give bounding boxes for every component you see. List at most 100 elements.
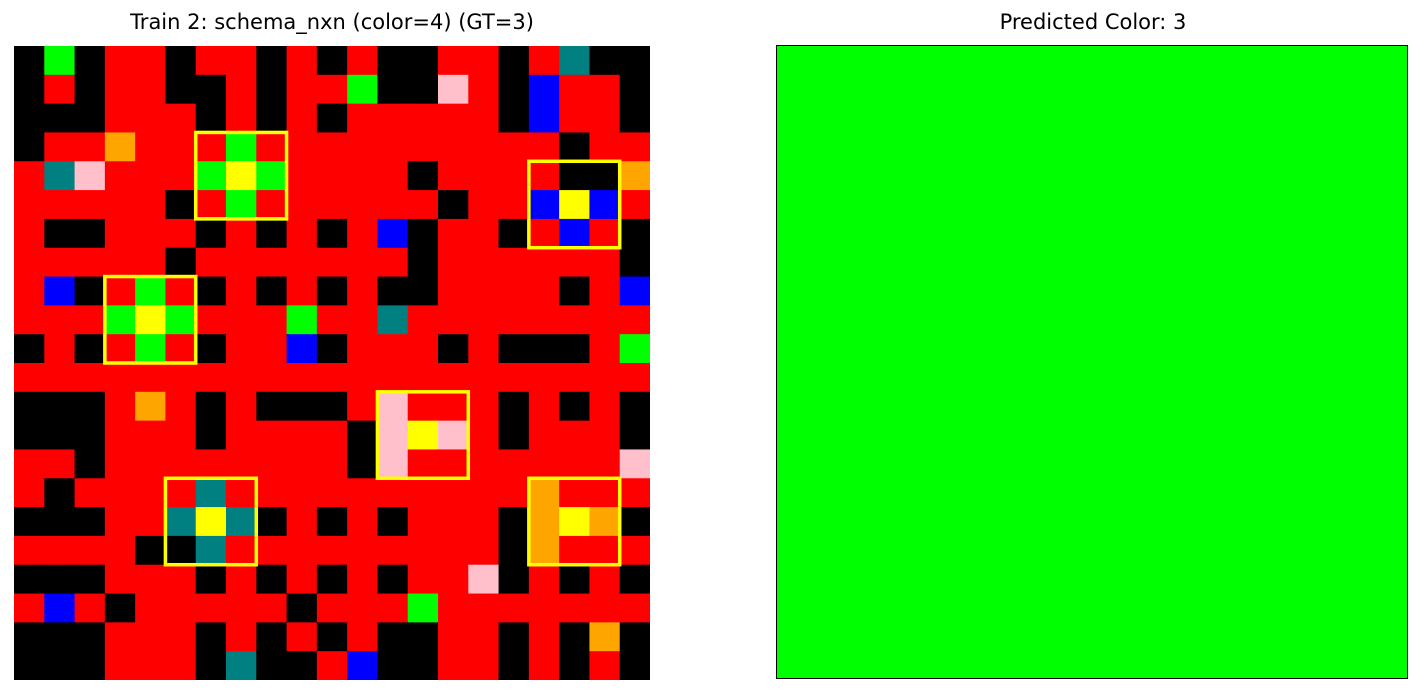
grid-cell bbox=[74, 132, 106, 162]
grid-cell bbox=[316, 391, 348, 422]
grid-cell bbox=[407, 478, 439, 508]
grid-cell bbox=[347, 593, 379, 623]
grid-cell bbox=[347, 305, 379, 335]
grid-cell bbox=[498, 247, 530, 278]
grid-cell bbox=[559, 247, 591, 278]
grid-cell bbox=[438, 449, 469, 479]
grid-cell bbox=[44, 622, 76, 652]
grid-cell bbox=[165, 593, 197, 623]
input-grid bbox=[14, 46, 650, 680]
grid-cell bbox=[104, 132, 136, 162]
grid-cell bbox=[195, 46, 227, 76]
grid-cell bbox=[589, 46, 621, 76]
grid-cell bbox=[468, 247, 500, 278]
grid-cell bbox=[286, 247, 318, 278]
grid-cell bbox=[468, 161, 500, 191]
grid-cell bbox=[316, 535, 348, 566]
grid-cell bbox=[104, 276, 136, 306]
grid-cell bbox=[619, 363, 650, 393]
grid-cell bbox=[438, 363, 469, 393]
grid-cell bbox=[195, 593, 227, 623]
grid-cell bbox=[498, 74, 530, 105]
grid-cell bbox=[104, 305, 136, 335]
pattern-highlight-box bbox=[527, 476, 622, 567]
grid-cell bbox=[135, 276, 167, 306]
grid-cell bbox=[14, 161, 45, 191]
grid-cell bbox=[286, 651, 318, 680]
grid-cell bbox=[74, 161, 106, 191]
grid-cell bbox=[74, 74, 106, 105]
grid-cell bbox=[347, 103, 379, 134]
grid-cell bbox=[135, 478, 167, 508]
grid-cell bbox=[468, 363, 500, 393]
grid-cell bbox=[286, 564, 318, 595]
grid-cell bbox=[528, 334, 560, 364]
grid-cell bbox=[528, 391, 560, 422]
grid-cell bbox=[528, 651, 560, 680]
grid-cell bbox=[316, 651, 348, 680]
grid-cell bbox=[195, 449, 227, 479]
grid-cell bbox=[74, 103, 106, 134]
grid-cell bbox=[407, 103, 439, 134]
grid-cell bbox=[286, 74, 318, 105]
grid-cell bbox=[316, 363, 348, 393]
grid-cell bbox=[377, 334, 409, 364]
grid-cell bbox=[438, 305, 469, 335]
grid-cell bbox=[74, 622, 106, 652]
grid-cell bbox=[377, 190, 409, 220]
pattern-highlight-box bbox=[375, 390, 471, 481]
grid-cell bbox=[498, 334, 530, 364]
grid-cell bbox=[104, 190, 136, 220]
grid-cell bbox=[256, 651, 288, 680]
grid-cell bbox=[589, 391, 621, 422]
grid-cell bbox=[165, 46, 197, 76]
grid-cell bbox=[438, 478, 469, 508]
grid-cell bbox=[44, 132, 76, 162]
grid-cell bbox=[438, 420, 469, 451]
grid-cell bbox=[226, 74, 257, 105]
grid-cell bbox=[559, 449, 591, 479]
grid-cell bbox=[528, 535, 560, 566]
grid-cell bbox=[316, 132, 348, 162]
grid-cell bbox=[498, 420, 530, 451]
grid-cell bbox=[438, 218, 469, 249]
grid-cell bbox=[44, 305, 76, 335]
grid-cell bbox=[104, 535, 136, 566]
grid-cell bbox=[104, 478, 136, 508]
grid-cell bbox=[377, 391, 409, 422]
grid-cell bbox=[559, 622, 591, 652]
grid-cell bbox=[498, 391, 530, 422]
grid-cell bbox=[619, 507, 650, 537]
grid-cell bbox=[226, 46, 257, 76]
grid-cell bbox=[528, 218, 560, 249]
grid-cell bbox=[347, 132, 379, 162]
grid-cell bbox=[316, 190, 348, 220]
grid-cell bbox=[14, 507, 45, 537]
grid-cell bbox=[559, 161, 591, 191]
grid-cell bbox=[256, 363, 288, 393]
grid-cell bbox=[74, 651, 106, 680]
grid-cell bbox=[438, 622, 469, 652]
grid-cell bbox=[104, 363, 136, 393]
grid-cell bbox=[104, 507, 136, 537]
grid-cell bbox=[44, 391, 76, 422]
grid-cell bbox=[135, 190, 167, 220]
grid-cell bbox=[347, 247, 379, 278]
grid-cell bbox=[74, 449, 106, 479]
grid-cell bbox=[14, 478, 45, 508]
grid-cell bbox=[104, 161, 136, 191]
grid-cell bbox=[44, 507, 76, 537]
grid-cell bbox=[559, 478, 591, 508]
grid-cell bbox=[195, 305, 227, 335]
grid-cell bbox=[44, 161, 76, 191]
pattern-highlight-box bbox=[527, 159, 622, 250]
grid-cell bbox=[589, 507, 621, 537]
grid-cell bbox=[347, 449, 379, 479]
grid-cell bbox=[468, 420, 500, 451]
grid-cell bbox=[135, 161, 167, 191]
grid-cell bbox=[589, 132, 621, 162]
grid-cell bbox=[256, 334, 288, 364]
grid-cell bbox=[619, 622, 650, 652]
grid-cell bbox=[589, 74, 621, 105]
grid-cell bbox=[44, 247, 76, 278]
